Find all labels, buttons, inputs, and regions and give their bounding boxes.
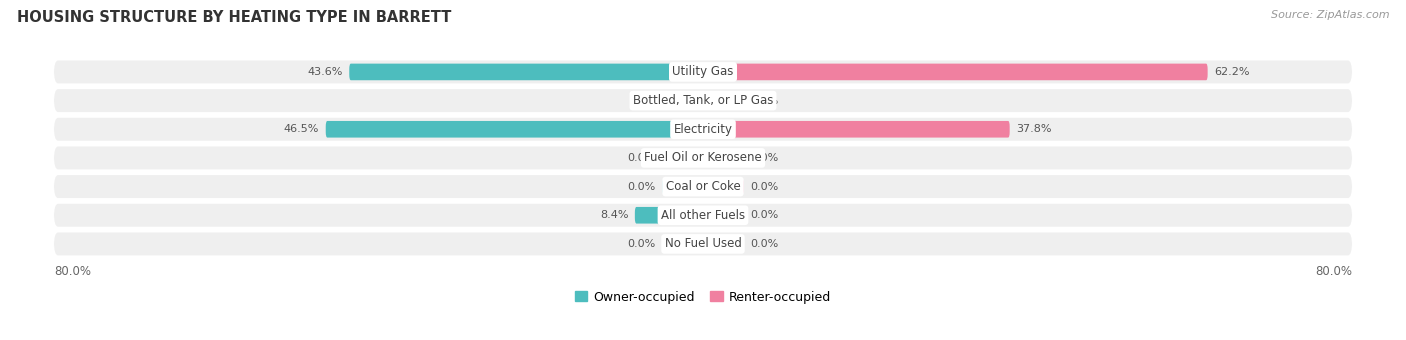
FancyBboxPatch shape xyxy=(703,121,1010,138)
FancyBboxPatch shape xyxy=(53,61,1353,83)
Text: 0.0%: 0.0% xyxy=(749,96,779,106)
Text: 0.0%: 0.0% xyxy=(749,153,779,163)
Text: 1.4%: 1.4% xyxy=(657,96,685,106)
Text: 0.0%: 0.0% xyxy=(749,182,779,192)
FancyBboxPatch shape xyxy=(53,118,1353,141)
FancyBboxPatch shape xyxy=(53,147,1353,169)
Text: 46.5%: 46.5% xyxy=(284,124,319,134)
FancyBboxPatch shape xyxy=(349,64,703,80)
FancyBboxPatch shape xyxy=(53,233,1353,255)
FancyBboxPatch shape xyxy=(703,92,744,109)
Text: All other Fuels: All other Fuels xyxy=(661,209,745,222)
FancyBboxPatch shape xyxy=(326,121,703,138)
FancyBboxPatch shape xyxy=(662,236,703,252)
FancyBboxPatch shape xyxy=(703,64,1208,80)
Text: Fuel Oil or Kerosene: Fuel Oil or Kerosene xyxy=(644,151,762,165)
Text: 0.0%: 0.0% xyxy=(627,182,657,192)
Text: Coal or Coke: Coal or Coke xyxy=(665,180,741,193)
Text: 0.0%: 0.0% xyxy=(749,210,779,220)
Text: HOUSING STRUCTURE BY HEATING TYPE IN BARRETT: HOUSING STRUCTURE BY HEATING TYPE IN BAR… xyxy=(17,10,451,25)
FancyBboxPatch shape xyxy=(662,150,703,166)
FancyBboxPatch shape xyxy=(53,175,1353,198)
FancyBboxPatch shape xyxy=(53,89,1353,112)
Text: Source: ZipAtlas.com: Source: ZipAtlas.com xyxy=(1271,10,1389,20)
FancyBboxPatch shape xyxy=(53,204,1353,227)
Text: No Fuel Used: No Fuel Used xyxy=(665,237,741,251)
FancyBboxPatch shape xyxy=(662,178,703,195)
FancyBboxPatch shape xyxy=(703,150,744,166)
Text: 37.8%: 37.8% xyxy=(1017,124,1052,134)
FancyBboxPatch shape xyxy=(703,236,744,252)
Text: 43.6%: 43.6% xyxy=(308,67,343,77)
Text: 62.2%: 62.2% xyxy=(1215,67,1250,77)
FancyBboxPatch shape xyxy=(636,207,703,224)
FancyBboxPatch shape xyxy=(692,92,703,109)
FancyBboxPatch shape xyxy=(703,207,744,224)
Text: Bottled, Tank, or LP Gas: Bottled, Tank, or LP Gas xyxy=(633,94,773,107)
Text: Electricity: Electricity xyxy=(673,123,733,136)
Legend: Owner-occupied, Renter-occupied: Owner-occupied, Renter-occupied xyxy=(569,286,837,308)
FancyBboxPatch shape xyxy=(703,178,744,195)
Text: 0.0%: 0.0% xyxy=(627,239,657,249)
Text: Utility Gas: Utility Gas xyxy=(672,65,734,79)
Text: 80.0%: 80.0% xyxy=(1315,265,1353,277)
Text: 80.0%: 80.0% xyxy=(53,265,91,277)
Text: 0.0%: 0.0% xyxy=(749,239,779,249)
Text: 0.0%: 0.0% xyxy=(627,153,657,163)
Text: 8.4%: 8.4% xyxy=(600,210,628,220)
